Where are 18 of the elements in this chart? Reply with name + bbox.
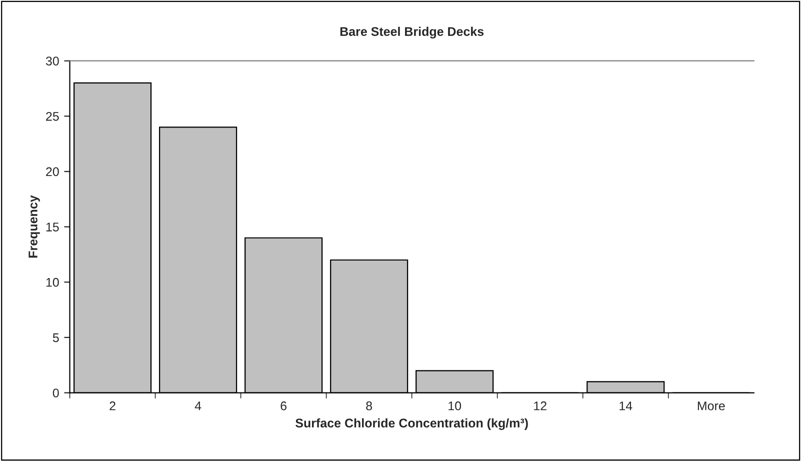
y-tick-label: 20 [46,167,59,176]
x-tick-label: 10 [448,401,462,410]
x-tick-label: More [698,402,725,410]
x-tick-label: 14 [620,402,632,410]
y-tick-label: 15 [46,222,59,232]
x-tick-label: 8 [366,401,372,410]
x-tick-label: 4 [194,402,202,410]
y-tick-label: 5 [52,333,59,342]
x-axis-title: Surface Chloride Concentration (kg/m³) [296,418,528,430]
y-tick-label: 0 [52,388,59,398]
y-tick-label: 10 [46,278,59,287]
chart-title: Bare Steel Bridge Decks [340,26,484,38]
y-tick-label: 25 [46,112,59,121]
y-tick-label: 30 [46,56,59,66]
x-tick-label: 6 [280,401,286,410]
y-axis-title: Frequency [28,195,40,258]
x-tick-label: 12 [534,401,546,410]
x-tick-label: 2 [110,401,116,410]
